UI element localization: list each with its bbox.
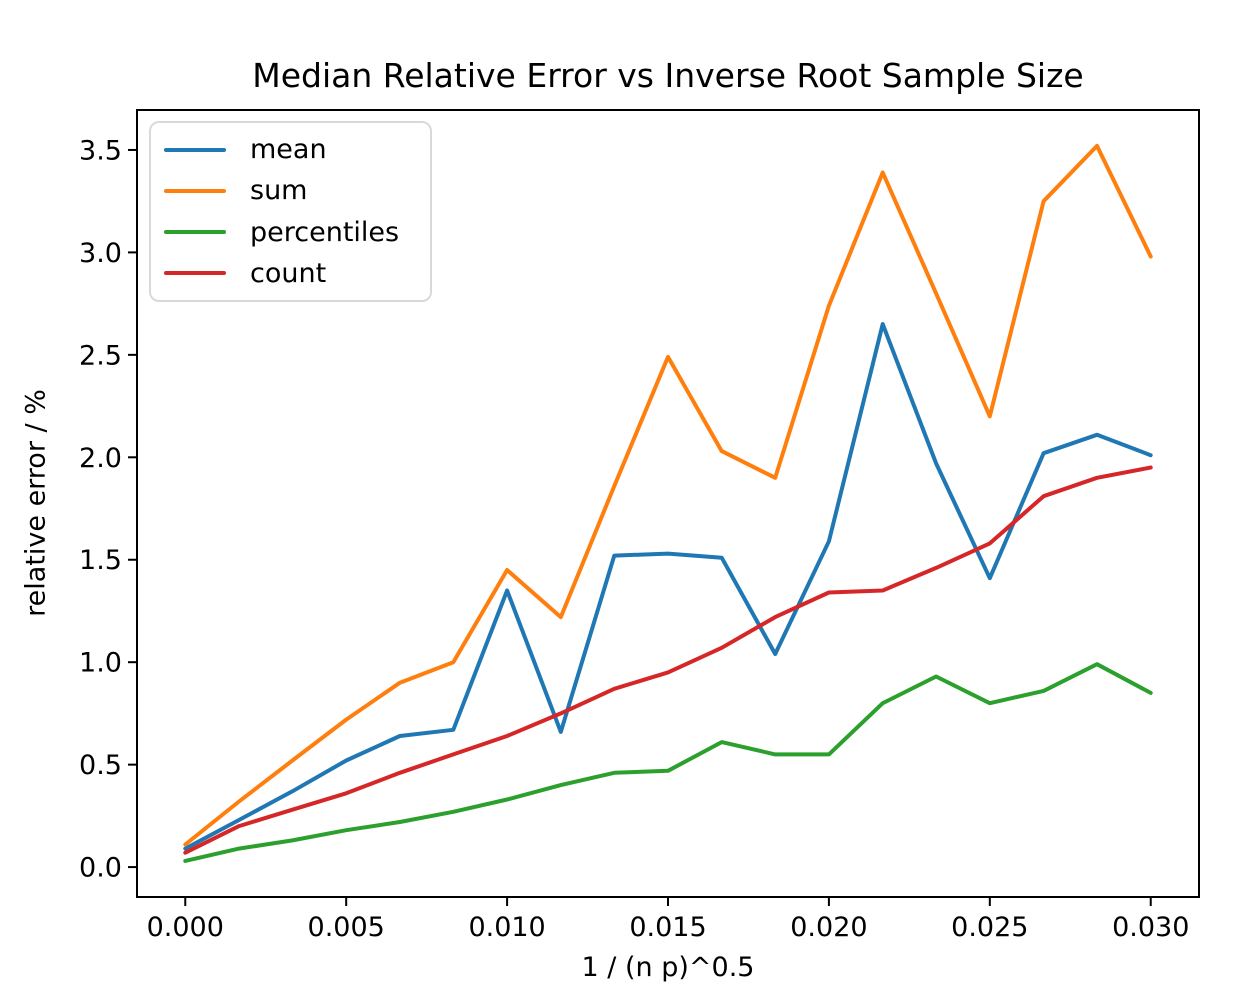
y-tick-label: 0.5 [79,750,122,781]
y-tick-label: 1.0 [79,648,122,679]
legend-item-percentiles: percentiles [151,219,430,246]
x-tick-label: 0.020 [790,912,867,943]
series-line-count [183,465,1153,855]
x-tick-label: 0.005 [308,912,385,943]
x-tick-label: 0.025 [951,912,1028,943]
chart-title: Median Relative Error vs Inverse Root Sa… [252,56,1084,95]
y-tick-label: 3.5 [79,135,122,166]
x-tick-label: 0.010 [468,912,545,943]
legend-swatch-sum [164,188,226,193]
legend-label: count [250,257,327,289]
legend-swatch-percentiles [164,230,226,235]
legend-label: mean [250,134,327,166]
series-line-percentiles [183,662,1153,863]
legend-swatch-mean [164,147,226,152]
x-axis-label: 1 / (n p)^0.5 [581,952,755,983]
y-tick-label: 2.5 [79,340,122,371]
y-tick-label: 1.5 [79,545,122,576]
x-tick-label: 0.000 [147,912,224,943]
legend-item-count: count [151,260,430,287]
legend-label: sum [250,175,308,207]
y-tick-label: 0.0 [79,853,122,884]
x-tick-label: 0.015 [629,912,706,943]
y-tick-label: 2.0 [79,443,122,474]
series-line-mean [183,322,1153,851]
legend-item-mean: mean [151,136,430,163]
legend-swatch-count [164,271,226,276]
series-line-sum [183,143,1153,847]
legend: mean sum percentiles count [149,121,432,302]
x-tick-label: 0.030 [1112,912,1189,943]
y-tick-label: 3.0 [79,238,122,269]
legend-label: percentiles [250,216,400,248]
legend-item-sum: sum [151,177,430,204]
